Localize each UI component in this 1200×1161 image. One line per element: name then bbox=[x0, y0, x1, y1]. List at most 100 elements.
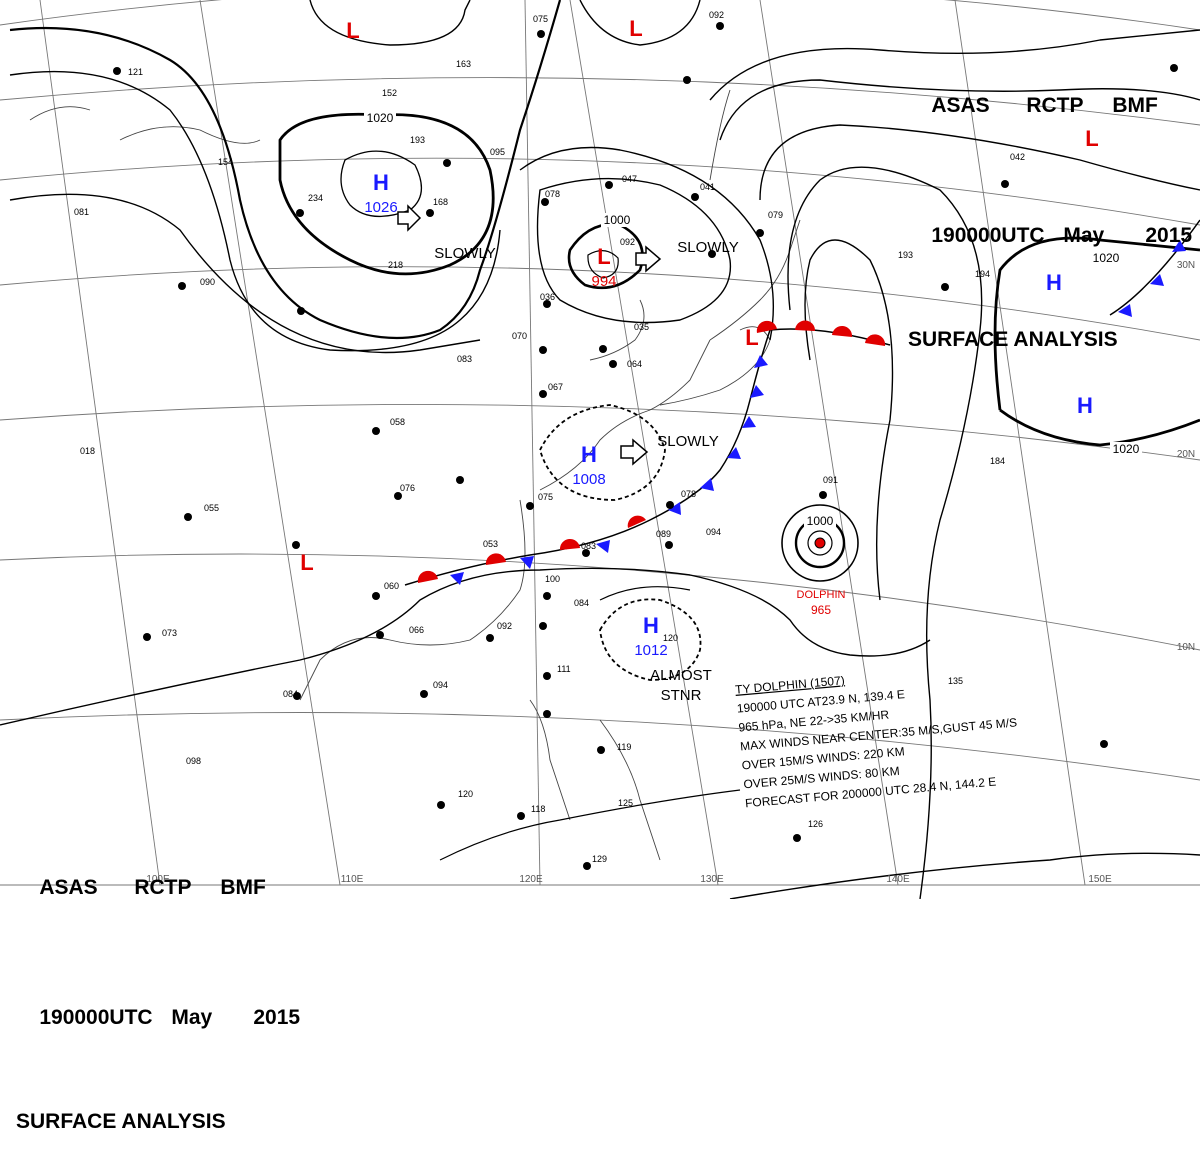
station-value: 121 bbox=[128, 67, 143, 77]
graticule bbox=[0, 0, 1200, 886]
station-value: 135 bbox=[948, 676, 963, 686]
station-value: 060 bbox=[384, 581, 399, 591]
header-agency: ASAS bbox=[931, 94, 990, 117]
station-value: 163 bbox=[456, 59, 471, 69]
isobar-label: 1000 bbox=[604, 213, 631, 227]
station-value: 094 bbox=[433, 680, 448, 690]
longitude-label: 110E bbox=[341, 874, 364, 885]
high-pressure-label: H bbox=[373, 170, 389, 195]
station-value: 067 bbox=[548, 382, 563, 392]
station-value: 066 bbox=[409, 625, 424, 635]
station-value: 100 bbox=[545, 574, 560, 584]
station-value: 064 bbox=[627, 359, 642, 369]
station-value: 075 bbox=[538, 492, 553, 502]
station-value: 042 bbox=[1010, 152, 1025, 162]
low-pressure-label: L bbox=[597, 244, 610, 269]
low-pressure-label: L bbox=[629, 16, 642, 41]
high-pressure-label: H bbox=[1046, 270, 1062, 295]
high-pressure-label: H bbox=[1077, 393, 1093, 418]
chart-header-top: ASAS RCTP BMF 190000UTC May 2015 SURFACE ANA… bbox=[908, 15, 1192, 379]
station-value: 078 bbox=[681, 489, 696, 499]
station-value: 079 bbox=[768, 210, 783, 220]
pressure-value: 994 bbox=[591, 273, 616, 290]
header-month: May bbox=[171, 1006, 213, 1029]
station-value: 218 bbox=[388, 260, 403, 270]
low-pressure-label: L bbox=[745, 325, 758, 350]
header-year: 2015 bbox=[253, 1006, 301, 1029]
arrow-icon bbox=[397, 204, 422, 232]
typhoon-info-block: TY DOLPHIN (1507) 190000 UTC AT23.9 N, 1… bbox=[735, 676, 1018, 810]
typhoon-symbol bbox=[814, 537, 826, 549]
station-value: 081 bbox=[74, 207, 89, 217]
station-value: 018 bbox=[80, 446, 95, 456]
station-value: 129 bbox=[592, 854, 607, 864]
chart-header-bottom: ASAS RCTP BMF 190000UTC May 2015 SURFACE ANA… bbox=[16, 797, 300, 1161]
station-value: 092 bbox=[620, 237, 635, 247]
longitude-label: 100E bbox=[146, 874, 170, 885]
station-value: 154 bbox=[218, 157, 233, 167]
station-value: 036 bbox=[540, 292, 555, 302]
isobar-label: 1020 bbox=[367, 111, 394, 125]
station-plots bbox=[113, 22, 1178, 870]
arrow-icon bbox=[620, 438, 649, 466]
motion-label: STNR bbox=[661, 687, 702, 704]
isobar-label: 1020 bbox=[1093, 251, 1120, 265]
station-value: 120 bbox=[458, 789, 473, 799]
station-value: 083 bbox=[457, 354, 472, 364]
header-office: BMF bbox=[220, 876, 266, 899]
low-pressure-label: L bbox=[346, 18, 359, 43]
station-value: 084 bbox=[283, 689, 298, 699]
station-value: 193 bbox=[898, 250, 913, 260]
graticule-labels: 110E 120E 130E 140E 150E 100E 30N 20N 10N bbox=[146, 260, 1195, 885]
header-product: SURFACE ANALYSIS bbox=[16, 1110, 226, 1133]
warm-front-marks bbox=[417, 320, 886, 583]
station-value: 125 bbox=[618, 798, 633, 808]
isobar-label: 1000 bbox=[807, 514, 834, 528]
longitude-label: 140E bbox=[886, 874, 910, 885]
station-value: 193 bbox=[410, 135, 425, 145]
station-numbers: 121 163 152 193 154 234 168 218 095 078 047 041 079 0… bbox=[74, 10, 1025, 864]
station-value: 095 bbox=[490, 147, 505, 157]
pressure-value: 1012 bbox=[634, 642, 667, 659]
header-time: 190000UTC bbox=[931, 224, 1045, 247]
pressure-value: 1008 bbox=[572, 471, 605, 488]
station-value: 055 bbox=[204, 503, 219, 513]
station-value: 126 bbox=[808, 819, 823, 829]
station-value: 053 bbox=[483, 539, 498, 549]
isobar-label-bg bbox=[1090, 251, 1122, 265]
longitude-label: 130E bbox=[700, 874, 724, 885]
latitude-label: 30N bbox=[1177, 260, 1195, 271]
motion-arrows bbox=[397, 204, 662, 466]
motion-label: SLOWLY bbox=[434, 245, 495, 262]
latitude-label: 20N bbox=[1177, 449, 1195, 460]
longitude-label: 120E bbox=[519, 874, 543, 885]
station-value: 111 bbox=[557, 664, 571, 674]
isobar-label-bg bbox=[804, 514, 836, 528]
motion-label: SLOWLY bbox=[677, 239, 738, 256]
motion-label: ALMOST bbox=[650, 667, 712, 684]
header-station: RCTP bbox=[1026, 94, 1084, 117]
motion-label: SLOWLY bbox=[657, 433, 718, 450]
station-value: 092 bbox=[497, 621, 512, 631]
header-agency: ASAS bbox=[39, 876, 98, 899]
station-value: 075 bbox=[533, 14, 548, 24]
station-value: 089 bbox=[656, 529, 671, 539]
longitude-label: 150E bbox=[1088, 874, 1112, 885]
station-value: 152 bbox=[382, 88, 397, 98]
isobar-label-bg bbox=[601, 213, 633, 227]
header-month: May bbox=[1063, 224, 1105, 247]
header-year: 2015 bbox=[1145, 224, 1193, 247]
station-value: 118 bbox=[531, 804, 545, 814]
cold-front-marks bbox=[450, 240, 1186, 585]
typhoon-pressure: 965 bbox=[811, 603, 831, 617]
high-pressure-label: H bbox=[581, 442, 597, 467]
high-pressure-label: H bbox=[643, 613, 659, 638]
station-value: 094 bbox=[706, 527, 721, 537]
isobar-labels: 1020 1000 1020 1020 1000 bbox=[364, 111, 1142, 528]
station-value: 091 bbox=[823, 475, 838, 485]
station-value: 073 bbox=[162, 628, 177, 638]
station-value: 092 bbox=[709, 10, 724, 20]
low-pressure-label: L bbox=[1085, 126, 1098, 151]
station-value: 184 bbox=[990, 456, 1005, 466]
header-office: BMF bbox=[1112, 94, 1158, 117]
